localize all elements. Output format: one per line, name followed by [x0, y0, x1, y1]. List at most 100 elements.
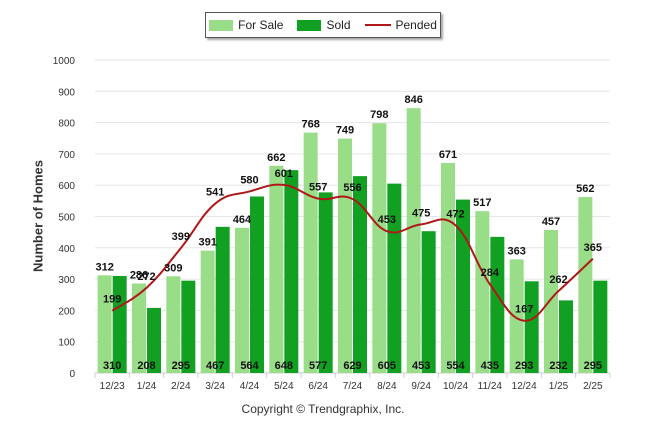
data-label-sold: 648	[275, 360, 293, 372]
copyright-text: Copyright © Trendgraphix, Inc.	[241, 402, 405, 416]
x-tick-label: 1/24	[137, 381, 157, 392]
x-tick-label: 11/24	[478, 381, 503, 392]
y-tick-label: 400	[58, 244, 75, 255]
data-label-for-sale: 391	[198, 237, 216, 249]
data-label-for-sale: 846	[404, 94, 422, 106]
data-label-pended: 262	[549, 274, 567, 286]
data-label-sold: 295	[584, 360, 602, 372]
bar-for-sale	[338, 138, 352, 373]
bar-for-sale	[406, 108, 421, 374]
data-label-sold: 605	[378, 360, 396, 372]
x-tick-label: 9/24	[411, 381, 431, 392]
bar-for-sale	[303, 132, 318, 373]
bar-for-sale	[372, 123, 387, 373]
bar-sold	[524, 281, 539, 373]
data-label-pended: 167	[515, 304, 533, 316]
y-tick-label: 600	[58, 181, 75, 192]
data-label-for-sale: 662	[267, 152, 285, 164]
bar-for-sale	[544, 229, 558, 373]
legend-label-for-sale: For Sale	[238, 18, 284, 32]
legend-swatch-pended	[364, 24, 391, 26]
legend-swatch-sold	[297, 19, 322, 31]
bar-for-sale	[578, 197, 593, 373]
data-label-pended: 472	[446, 208, 464, 220]
x-tick-label: 8/24	[377, 381, 397, 392]
data-label-sold: 629	[343, 360, 361, 372]
bar-sold	[353, 176, 367, 373]
bar-sold	[490, 236, 505, 373]
data-label-pended: 453	[378, 214, 396, 226]
data-label-sold: 310	[103, 360, 121, 372]
data-label-sold: 467	[206, 360, 224, 372]
x-tick-label: 10/24	[443, 381, 468, 392]
bar-for-sale	[132, 283, 146, 373]
bar-for-sale	[269, 165, 284, 373]
data-label-for-sale: 517	[473, 197, 491, 209]
x-tick-label: 3/24	[205, 381, 225, 392]
x-tick-label: 5/24	[274, 381, 294, 392]
data-label-for-sale: 768	[301, 119, 319, 131]
bar-sold	[387, 183, 402, 373]
data-label-sold: 232	[549, 360, 567, 372]
x-tick-label: 1/25	[549, 381, 569, 392]
bar-sold	[421, 231, 436, 373]
bar-for-sale	[235, 227, 249, 373]
data-label-sold: 453	[412, 360, 430, 372]
data-label-for-sale: 671	[439, 149, 457, 161]
data-label-pended: 272	[137, 271, 155, 283]
bar-for-sale	[475, 211, 490, 373]
data-label-pended: 284	[481, 267, 500, 279]
data-label-sold: 295	[172, 360, 190, 372]
data-label-for-sale: 749	[336, 125, 354, 137]
data-label-for-sale: 312	[95, 261, 113, 273]
y-tick-label: 700	[58, 150, 75, 161]
bar-sold	[147, 307, 161, 373]
x-tick-label: 2/24	[171, 381, 191, 392]
data-label-for-sale: 457	[542, 216, 560, 228]
x-tick-label: 12/23	[100, 381, 125, 392]
data-label-for-sale: 562	[576, 183, 594, 195]
bar-sold	[318, 192, 333, 373]
data-label-for-sale: 363	[507, 245, 525, 257]
legend-label-sold: Sold	[326, 18, 351, 32]
bar-sold	[456, 199, 470, 373]
y-tick-label: 300	[58, 275, 75, 286]
y-tick-label: 500	[58, 213, 75, 224]
bar-sold	[181, 280, 196, 373]
legend-swatch-for-sale	[209, 19, 234, 31]
legend-label-pended: Pended	[395, 18, 437, 32]
data-label-pended: 556	[343, 182, 361, 194]
x-tick-label: 2/25	[583, 381, 603, 392]
y-tick-label: 900	[58, 87, 75, 98]
y-tick-label: 0	[69, 369, 75, 380]
x-tick-label: 6/24	[308, 381, 328, 392]
data-label-for-sale: 309	[164, 262, 182, 274]
data-label-pended: 541	[206, 187, 224, 199]
bar-for-sale	[200, 250, 215, 373]
bar-for-sale	[166, 276, 181, 373]
bar-sold	[215, 226, 230, 373]
data-label-pended: 399	[172, 231, 190, 243]
bar-sold	[593, 280, 608, 373]
data-label-sold: 577	[309, 360, 327, 372]
data-label-sold: 208	[137, 360, 155, 372]
bar-sold	[112, 275, 127, 373]
data-label-pended: 199	[103, 294, 121, 306]
data-label-pended: 365	[584, 242, 602, 254]
legend-item-pended: Pended	[364, 18, 437, 32]
bar-sold	[284, 170, 299, 373]
data-label-pended: 475	[412, 207, 430, 219]
legend-item-sold: Sold	[297, 18, 351, 32]
data-label-pended: 557	[309, 182, 327, 194]
y-tick-label: 100	[58, 338, 75, 349]
legend-item-for-sale: For Sale	[209, 18, 283, 32]
bar-for-sale	[441, 162, 455, 373]
data-label-pended: 580	[240, 174, 258, 186]
y-tick-label: 1000	[53, 56, 76, 67]
x-tick-label: 7/24	[343, 381, 363, 392]
data-label-sold: 554	[446, 360, 465, 372]
data-label-for-sale: 464	[233, 214, 252, 226]
x-tick-label: 12/24	[512, 381, 537, 392]
bar-for-sale	[97, 275, 112, 373]
